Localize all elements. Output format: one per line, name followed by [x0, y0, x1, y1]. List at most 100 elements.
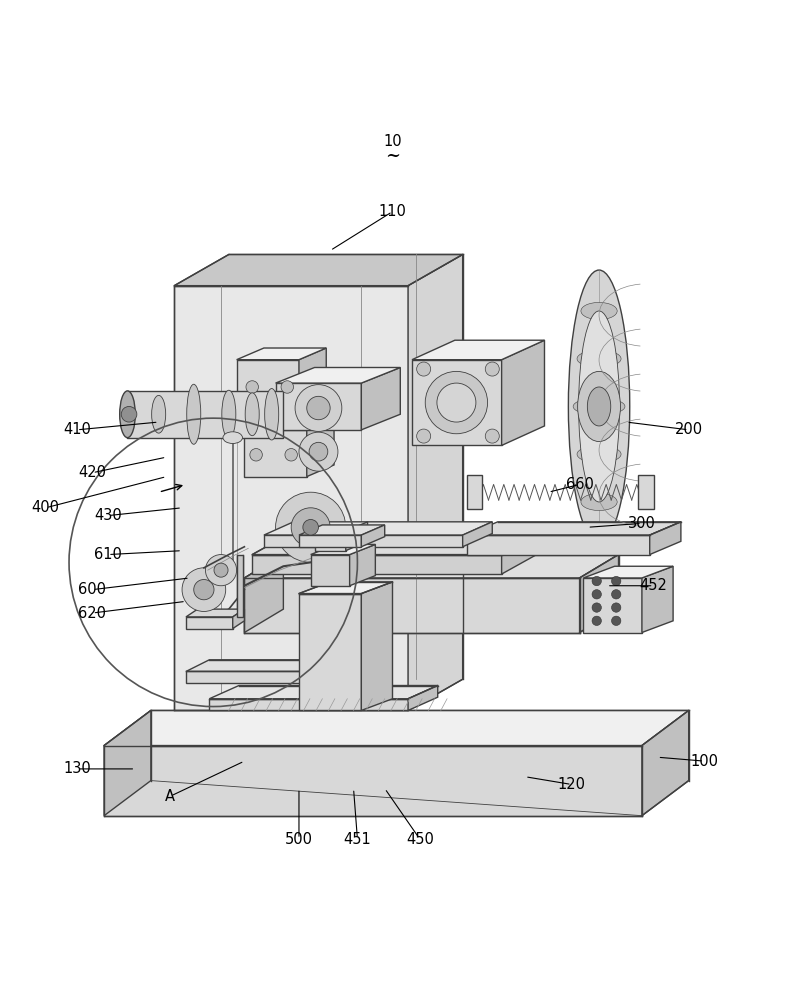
Polygon shape [299, 594, 361, 710]
Polygon shape [186, 609, 244, 617]
Polygon shape [583, 578, 642, 633]
Polygon shape [462, 522, 492, 547]
Polygon shape [299, 348, 327, 406]
Polygon shape [299, 535, 361, 547]
Polygon shape [186, 671, 338, 683]
Circle shape [303, 519, 319, 535]
Circle shape [182, 568, 226, 611]
Polygon shape [642, 710, 688, 816]
Polygon shape [642, 566, 673, 633]
Polygon shape [104, 710, 688, 746]
Ellipse shape [119, 391, 135, 438]
Polygon shape [244, 555, 619, 578]
Polygon shape [210, 699, 408, 710]
Ellipse shape [579, 311, 619, 502]
Circle shape [214, 563, 228, 577]
Polygon shape [236, 348, 327, 360]
Polygon shape [252, 535, 537, 555]
Polygon shape [315, 531, 345, 551]
Text: 451: 451 [344, 832, 371, 847]
Text: 610: 610 [94, 547, 122, 562]
Ellipse shape [581, 302, 617, 320]
Polygon shape [186, 660, 361, 671]
Ellipse shape [577, 446, 621, 463]
Polygon shape [210, 686, 438, 699]
Polygon shape [252, 555, 502, 574]
Circle shape [285, 449, 298, 461]
Polygon shape [232, 609, 244, 629]
Polygon shape [408, 686, 438, 710]
Polygon shape [307, 418, 334, 477]
Circle shape [485, 429, 499, 443]
Polygon shape [638, 475, 654, 509]
Polygon shape [236, 360, 299, 406]
Polygon shape [338, 660, 361, 683]
Polygon shape [244, 578, 579, 633]
Ellipse shape [265, 389, 279, 440]
Circle shape [612, 616, 621, 625]
Polygon shape [466, 522, 681, 535]
Circle shape [206, 555, 236, 586]
Polygon shape [502, 340, 545, 445]
Circle shape [592, 576, 601, 586]
Text: 130: 130 [63, 761, 91, 776]
Circle shape [612, 603, 621, 612]
Circle shape [121, 406, 137, 422]
Polygon shape [466, 475, 482, 509]
Polygon shape [174, 286, 408, 710]
Circle shape [194, 580, 214, 600]
Text: 600: 600 [78, 582, 107, 597]
Polygon shape [186, 617, 232, 629]
Ellipse shape [573, 398, 625, 415]
Circle shape [592, 590, 601, 599]
Text: 110: 110 [378, 204, 407, 219]
Polygon shape [244, 555, 283, 633]
Text: 500: 500 [285, 832, 313, 847]
Polygon shape [244, 418, 334, 430]
Polygon shape [412, 360, 502, 445]
Polygon shape [299, 525, 385, 535]
Polygon shape [236, 555, 243, 617]
Circle shape [307, 396, 330, 420]
Ellipse shape [568, 270, 630, 543]
Ellipse shape [222, 390, 235, 438]
Circle shape [417, 362, 431, 376]
Circle shape [281, 381, 294, 393]
Text: 400: 400 [31, 500, 60, 515]
Ellipse shape [152, 395, 166, 433]
Text: 420: 420 [78, 465, 107, 480]
Polygon shape [104, 746, 642, 816]
Text: 10: 10 [383, 134, 402, 149]
Text: 430: 430 [94, 508, 122, 523]
Polygon shape [264, 535, 462, 547]
Polygon shape [244, 430, 307, 477]
Circle shape [295, 385, 341, 431]
Polygon shape [276, 367, 400, 383]
Polygon shape [650, 522, 681, 555]
Ellipse shape [187, 384, 201, 444]
Ellipse shape [587, 387, 611, 426]
Polygon shape [345, 522, 367, 551]
Circle shape [299, 432, 338, 471]
Circle shape [309, 442, 328, 461]
Ellipse shape [245, 393, 259, 436]
Circle shape [612, 576, 621, 586]
Ellipse shape [223, 432, 243, 443]
Text: 660: 660 [566, 477, 593, 492]
Polygon shape [127, 391, 283, 438]
Text: 620: 620 [78, 606, 107, 621]
Circle shape [276, 492, 345, 562]
Circle shape [592, 616, 601, 625]
Polygon shape [466, 535, 650, 555]
Polygon shape [412, 340, 545, 360]
Polygon shape [276, 383, 361, 430]
Ellipse shape [581, 493, 617, 511]
Text: 200: 200 [674, 422, 703, 437]
Polygon shape [299, 582, 392, 594]
Circle shape [485, 362, 499, 376]
Text: 450: 450 [406, 832, 434, 847]
Polygon shape [579, 555, 619, 633]
Circle shape [246, 381, 258, 393]
Polygon shape [349, 544, 375, 586]
Text: 120: 120 [558, 777, 586, 792]
